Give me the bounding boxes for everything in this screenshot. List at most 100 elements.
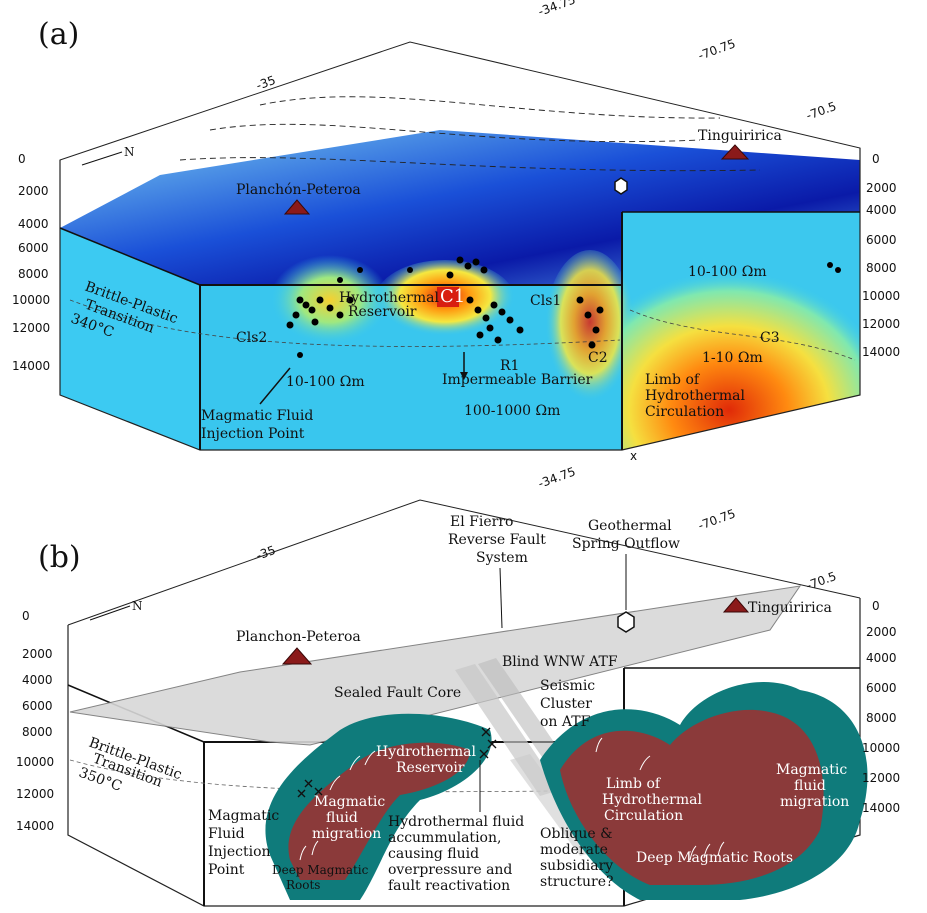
hydro-res-label-2: Reservoir [348, 304, 417, 320]
svg-text:0: 0 [22, 609, 30, 623]
oblique-label-3: subsidiary [540, 858, 613, 874]
x-mark: x [630, 449, 637, 463]
spring-hexagon-icon [617, 611, 635, 633]
magma-body-left [288, 742, 470, 880]
deep-left-label-2: Roots [286, 878, 320, 892]
svg-text:4000: 4000 [866, 651, 897, 665]
limb-label-1: Limb of [606, 776, 662, 792]
spring-hexagon-icon [614, 177, 628, 195]
north-arrow-icon [81, 151, 123, 166]
anomaly-cls2 [270, 255, 390, 345]
limb-label-3: Circulation [604, 808, 683, 824]
mag-migration-label-2: fluid [326, 810, 358, 826]
svg-text:6000: 6000 [866, 681, 897, 695]
svg-text:12000: 12000 [12, 321, 50, 335]
svg-text:2000: 2000 [18, 184, 49, 198]
panel-b-label: (b) [38, 540, 81, 575]
north-arrow-icon [89, 605, 131, 621]
blind-atf-label: Blind WNW ATF [502, 654, 618, 670]
anomaly-c2 [545, 250, 635, 410]
res-label: 10-100 Ωm [286, 374, 365, 390]
svg-text:14000: 14000 [862, 345, 900, 359]
geo-label-1: Geothermal [588, 518, 672, 534]
svg-text:12000: 12000 [862, 771, 900, 785]
volcano-label-2: Tinguiririca [748, 600, 832, 616]
svg-text:10000: 10000 [862, 289, 900, 303]
accum-label-3: causing fluid [388, 846, 479, 862]
barrier-arrowhead-icon [460, 372, 468, 380]
mag-migration-label-3: migration [312, 826, 381, 842]
accum-label-2: accummulation, [388, 830, 501, 846]
leader-line [499, 567, 503, 629]
svg-text:2000: 2000 [22, 647, 53, 661]
res-label: 10-100 Ωm [688, 264, 767, 280]
coord-label: -70.75 [696, 36, 737, 62]
contour-line [69, 299, 621, 347]
seismic-label-2: Cluster [540, 696, 592, 712]
hydro-res-label-2: Reservoir [396, 760, 465, 776]
left-top-edge [59, 227, 201, 286]
depth-axis-left: 0 2000 4000 6000 8000 10000 12000 14000 [16, 609, 54, 833]
box-top-b [67, 499, 861, 626]
box-outline-a [59, 148, 861, 451]
c1-label: C1 [440, 286, 465, 307]
depth-axis-left: 0 2000 4000 6000 8000 10000 12000 14000 [12, 152, 50, 373]
seismic-label-3: on ATF [540, 714, 591, 730]
svg-text:2000: 2000 [866, 181, 897, 195]
panel-b: (b) [16, 464, 900, 907]
fluid-flow-arrows [299, 737, 725, 861]
svg-text:14000: 14000 [12, 359, 50, 373]
accum-label-4: overpressure and [388, 862, 512, 878]
r1-label: R1 [500, 358, 519, 374]
svg-text:8000: 8000 [18, 267, 49, 281]
seismic-label-1: Seismic [540, 678, 595, 694]
svg-text:12000: 12000 [16, 787, 54, 801]
coord-label: -35 [254, 543, 277, 563]
geo-label-2: Spring Outflow [572, 536, 680, 552]
svg-text:6000: 6000 [866, 233, 897, 247]
res-label: 100-1000 Ωm [464, 403, 560, 419]
svg-text:4000: 4000 [866, 203, 897, 217]
coord-label: -70.75 [696, 506, 737, 532]
c2-label: C2 [588, 350, 608, 366]
cls2-label: Cls2 [236, 330, 267, 346]
coord-label: -34.75 [536, 464, 577, 490]
panel-a: (a) [12, 0, 900, 463]
mag-right-label-3: migration [780, 794, 849, 810]
injection-label-1: Magmatic Fluid [201, 408, 313, 424]
c3-label: C3 [760, 330, 780, 346]
deep-right-label: Deep Magmatic Roots [636, 850, 793, 866]
sealed-core-label: Sealed Fault Core [334, 685, 461, 701]
svg-text:10000: 10000 [12, 293, 50, 307]
limb-label-1: Limb of [645, 372, 701, 388]
mag-right-label-2: fluid [794, 778, 826, 794]
oblique-label-4: structure? [540, 874, 614, 890]
resistivity-top-face [60, 130, 860, 285]
c1-core [437, 287, 459, 307]
volcano-label-1: Planchón-Peteroa [236, 182, 361, 198]
fault-trace [179, 157, 761, 172]
svg-text:8000: 8000 [866, 261, 897, 275]
magma-body-right [560, 709, 824, 885]
injection-label-2: Fluid [208, 826, 245, 842]
svg-text:10000: 10000 [862, 741, 900, 755]
fault-trace [209, 123, 701, 143]
deep-left-label-1: Deep Magmatic [272, 863, 369, 877]
svg-text:4000: 4000 [22, 673, 53, 687]
seismicity-points [286, 256, 841, 358]
anomaly-c3 [622, 250, 860, 450]
svg-text:14000: 14000 [16, 819, 54, 833]
el-fierro-label-3: System [476, 550, 528, 566]
volcano-icon [281, 647, 313, 665]
volcano-icon [722, 597, 750, 613]
contour-line [629, 309, 856, 361]
oblique-label-2: moderate [540, 842, 608, 858]
injection-label-3: Injection [208, 844, 271, 860]
hydro-res-label-1: Hydrothermal [376, 744, 476, 760]
injection-label-1: Magmatic [208, 808, 279, 824]
svg-text:2000: 2000 [866, 625, 897, 639]
volcano-label-1: Planchon-Peteroa [236, 629, 361, 645]
svg-text:14000: 14000 [862, 801, 900, 815]
accum-label-1: Hydrothermal fluid [388, 814, 524, 830]
